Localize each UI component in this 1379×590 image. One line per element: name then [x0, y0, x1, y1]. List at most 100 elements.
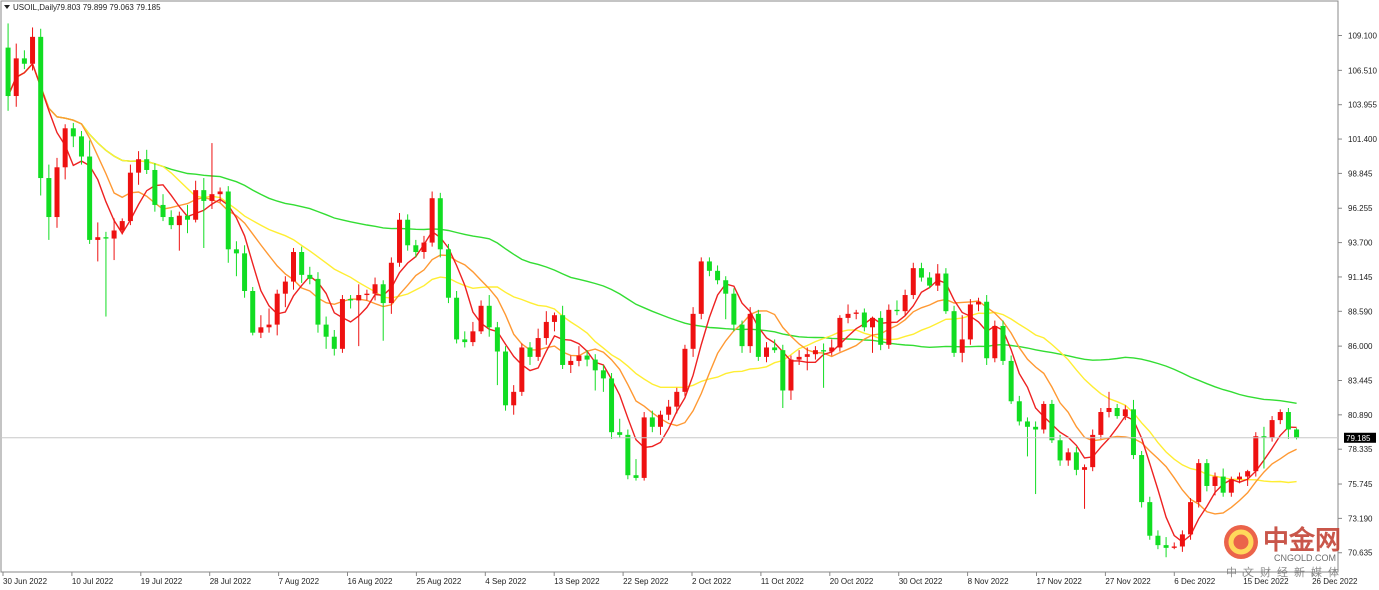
- candle-body: [1000, 325, 1006, 361]
- candle: [462, 331, 468, 348]
- candle: [1147, 496, 1153, 540]
- candle-body: [103, 237, 109, 239]
- candle: [1024, 417, 1030, 457]
- candle-body: [633, 475, 639, 478]
- candle: [78, 130, 84, 165]
- x-tick-label: 15 Dec 2022: [1243, 577, 1289, 586]
- candle: [1204, 459, 1210, 492]
- y-tick-label: 73.190: [1348, 514, 1373, 523]
- candle-body: [503, 351, 509, 406]
- candle: [861, 308, 867, 332]
- candle-body: [600, 370, 606, 379]
- candle-body: [62, 128, 68, 168]
- dropdown-triangle-icon[interactable]: [4, 5, 10, 9]
- candle: [600, 364, 606, 392]
- candle: [788, 355, 794, 400]
- candle-body: [315, 278, 321, 325]
- watermark-brand: 中金网: [1263, 525, 1341, 556]
- candle-body: [1196, 463, 1202, 503]
- x-tick-label: 11 Oct 2022: [761, 577, 805, 586]
- y-tick-label: 106.510: [1348, 66, 1377, 75]
- candle-body: [853, 312, 859, 314]
- candle: [30, 27, 36, 71]
- candle: [1130, 399, 1136, 460]
- x-tick-label: 30 Jun 2022: [3, 577, 48, 586]
- candle-body: [511, 391, 517, 406]
- candle: [1065, 448, 1071, 466]
- candle-body: [527, 347, 533, 357]
- candle: [894, 300, 900, 316]
- candle-body: [674, 391, 680, 407]
- candle-body: [1220, 476, 1226, 493]
- candle-body: [1057, 440, 1063, 461]
- candle: [1228, 476, 1234, 497]
- candle: [649, 410, 655, 433]
- current-price-tag: 79.185: [1344, 432, 1376, 443]
- candle-body: [266, 324, 272, 328]
- candle-body: [348, 299, 354, 301]
- candle: [560, 305, 566, 369]
- candle-body: [217, 191, 223, 195]
- candle-body: [560, 315, 566, 365]
- candle-body: [772, 347, 778, 351]
- candle-body: [225, 191, 231, 250]
- candle-body: [763, 347, 769, 357]
- candle-body: [576, 355, 582, 361]
- candle: [323, 316, 329, 349]
- candle-body: [902, 295, 908, 312]
- candle-body: [87, 156, 93, 240]
- x-tick-label: 13 Sep 2022: [554, 577, 600, 586]
- candle-body: [119, 221, 125, 231]
- candle-body: [494, 327, 500, 352]
- candle-body: [829, 347, 835, 352]
- candle-body: [437, 198, 443, 250]
- candle: [943, 268, 949, 314]
- candle-body: [1114, 407, 1120, 417]
- candle: [233, 241, 239, 277]
- x-tick-label: 28 Jul 2022: [210, 577, 252, 586]
- candle-body: [543, 321, 549, 339]
- candle: [348, 295, 354, 309]
- candle-body: [160, 204, 166, 218]
- watermark: 中金网 CNGOLD.COM 中文财经新媒体: [1224, 525, 1341, 579]
- candle: [291, 247, 297, 290]
- candle: [763, 342, 769, 363]
- candle: [609, 373, 615, 439]
- candle: [1188, 498, 1194, 540]
- candle-body: [421, 242, 427, 253]
- candle-body: [617, 432, 623, 435]
- candle: [454, 291, 460, 344]
- candle: [682, 344, 688, 396]
- candle-body: [454, 297, 460, 340]
- candle: [617, 418, 623, 438]
- candle-body: [1147, 502, 1153, 536]
- candle: [1082, 464, 1088, 509]
- plot-frame: [0, 0, 1339, 573]
- candle: [804, 347, 810, 371]
- candle-body: [13, 58, 19, 97]
- candle: [535, 328, 541, 361]
- candle-body: [462, 339, 468, 343]
- y-tick-label: 91.145: [1348, 273, 1373, 282]
- candle-body: [837, 317, 843, 348]
- candle: [331, 329, 337, 356]
- y-tick-label: 101.400: [1348, 135, 1377, 144]
- candle: [119, 218, 125, 235]
- x-tick-label: 30 Oct 2022: [899, 577, 943, 586]
- candle-body: [274, 293, 280, 325]
- candle-body: [70, 128, 76, 137]
- candle-body: [1008, 360, 1014, 402]
- y-tick-label: 88.590: [1348, 307, 1373, 316]
- candle-body: [413, 245, 419, 253]
- candle-body: [894, 309, 900, 312]
- y-tick-label: 98.845: [1348, 169, 1373, 178]
- candle-body: [291, 252, 297, 282]
- candle: [266, 308, 272, 333]
- candle-body: [959, 339, 965, 353]
- candle: [127, 164, 133, 226]
- x-tick-label: 16 Aug 2022: [348, 577, 393, 586]
- candle: [821, 343, 827, 388]
- candle: [13, 43, 19, 107]
- y-tick-label: 80.890: [1348, 411, 1373, 420]
- candle-body: [30, 36, 36, 64]
